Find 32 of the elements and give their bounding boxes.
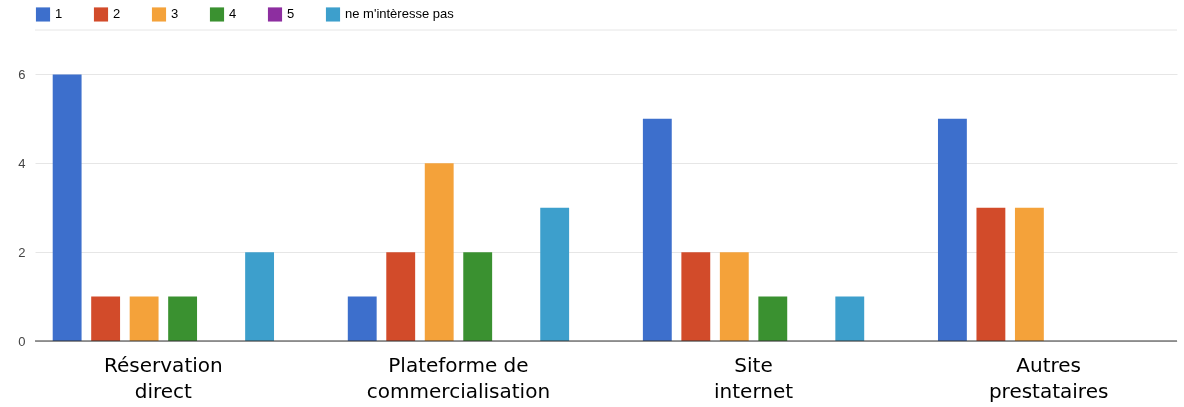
bar [91, 296, 121, 341]
bar [835, 296, 865, 341]
bar [1014, 207, 1044, 341]
bar [245, 252, 275, 341]
bar [386, 252, 416, 341]
y-tick-label: 0 [18, 333, 26, 349]
legend-label: 2 [113, 6, 121, 22]
legend-label: ne m'intèresse pas [345, 6, 455, 22]
x-tick-label: Plateforme de commercialisation [366, 352, 551, 403]
bar [642, 118, 672, 341]
y-tick-label: 4 [18, 155, 26, 171]
bar [347, 296, 377, 341]
bar [681, 252, 711, 341]
legend-label: 5 [287, 6, 295, 22]
legend-label: 1 [55, 6, 63, 22]
bar [540, 207, 570, 341]
bar [719, 252, 749, 341]
y-tick-label: 2 [18, 244, 26, 260]
y-tick-label: 6 [18, 66, 26, 82]
bar [168, 296, 198, 341]
legend-label: 3 [171, 6, 179, 22]
bar [937, 118, 967, 341]
bar [463, 252, 493, 341]
bar [129, 296, 159, 341]
bar [976, 207, 1006, 341]
x-tick-label: Autres prestataires [988, 352, 1109, 403]
x-tick-label: Site internet [714, 352, 794, 403]
bar [758, 296, 788, 341]
x-tick-label: Réservation direct [104, 352, 223, 403]
bar [52, 74, 82, 341]
legend-label: 4 [229, 6, 237, 22]
bar [424, 163, 454, 341]
